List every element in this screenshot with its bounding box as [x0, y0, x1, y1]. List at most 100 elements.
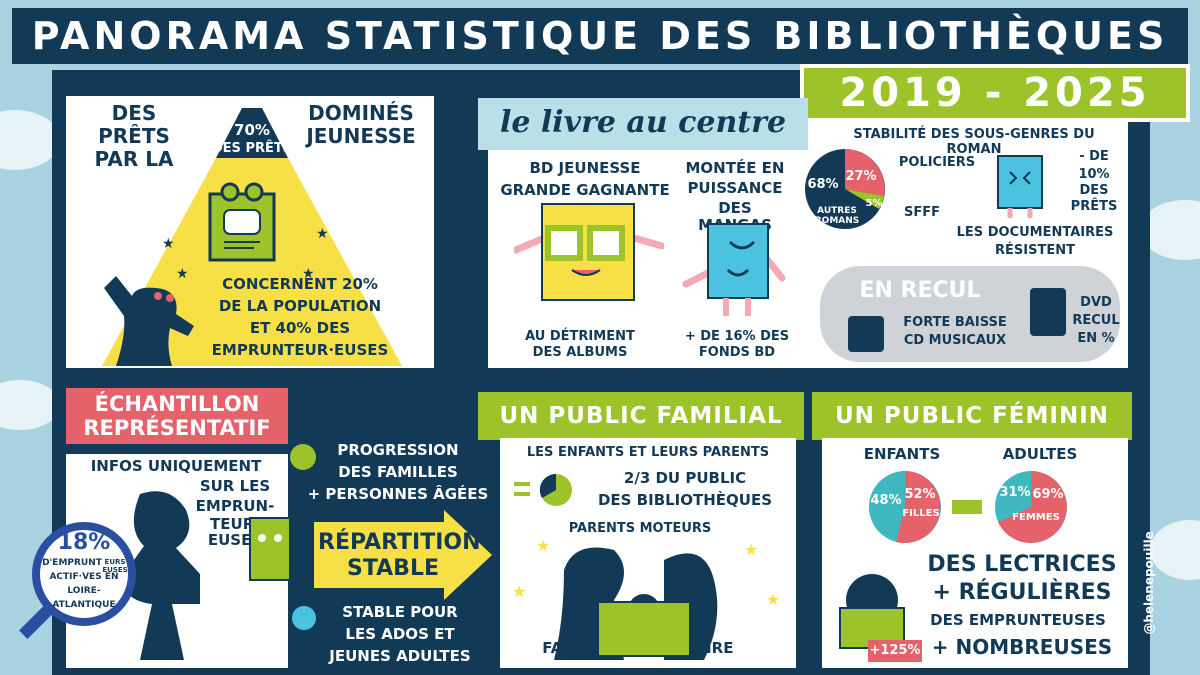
- badge-bg: [868, 640, 922, 662]
- doc-foot-2: RÉSISTENT: [995, 243, 1075, 258]
- person-with-book-icon: [123, 491, 290, 660]
- star-icon: ★: [162, 236, 175, 252]
- manga-foot-1: + DE 16% DES: [684, 329, 790, 344]
- progression-arrow-icon: [290, 444, 316, 470]
- roman-title: STABILITÉ DES SOUS-GENRES DU ROMAN: [853, 127, 1095, 157]
- arrow-right-green-icon: [952, 500, 982, 514]
- policiers-label: POLICIERS: [898, 155, 976, 170]
- roman-pct-sfff: 5%: [865, 198, 883, 209]
- credit: @helenepouille: [1142, 531, 1157, 635]
- loupe-line-3: LOIRE-: [67, 586, 101, 596]
- rep-2: STABLE: [347, 556, 439, 581]
- prog-3: + PERSONNES ÂGÉES: [307, 485, 489, 503]
- feminin-l4: + NOMBREUSES: [931, 635, 1113, 659]
- sfff-label: SFFF: [903, 205, 940, 220]
- bd-foot-1: AU DÉTRIMENT: [525, 329, 635, 344]
- dvd-icon: [1030, 288, 1066, 336]
- enf-g: 48%: [870, 493, 902, 508]
- documentary-book-icon: [997, 155, 1043, 218]
- cloud: [0, 380, 60, 430]
- badge-125: +125%: [869, 643, 921, 658]
- parents-moteurs: PARENTS MOTEURS: [568, 521, 712, 536]
- doc-text-1: - DE: [1079, 149, 1109, 164]
- loupe-line-4: ATLANTIQUE: [52, 600, 116, 610]
- echantillon-header: ÉCHANTILLON REPRÉSENTATIF: [66, 388, 288, 444]
- doc-foot-1: LES DOCUMENTAIRES: [956, 225, 1114, 240]
- prets-right-text: DOMINÉS JEUNESSE: [306, 101, 416, 148]
- enf-f: 52%: [904, 487, 936, 502]
- prets-line1: CONCERNENT 20%: [222, 275, 378, 293]
- roman-pct-autres: 68%: [807, 177, 839, 192]
- family-reading-icon: [554, 547, 718, 660]
- dvd-text-3: EN %: [1077, 331, 1115, 346]
- panel-prets: DES PRÊTS PAR LA DOMINÉS JEUNESSE 70% DE…: [66, 96, 434, 368]
- info-1: INFOS UNIQUEMENT: [90, 457, 262, 475]
- info-2: SUR LES: [199, 477, 271, 495]
- faire-label: FAIRE: [542, 639, 590, 657]
- roman-pie-chart: [805, 149, 885, 229]
- info-3: EMPRUN-: [195, 497, 275, 515]
- adultes-label: ADULTES: [1002, 445, 1078, 463]
- stable-2: LES ADOS ET: [345, 625, 455, 643]
- enf-f-label: FILLES: [902, 508, 940, 519]
- star-icon: ★: [536, 536, 551, 555]
- feminin-l2: + RÉGULIÈRES: [932, 580, 1112, 605]
- echantillon-title-1: ÉCHANTILLON: [94, 392, 260, 416]
- star-icon: ★: [512, 582, 527, 601]
- lire-label: LIRE: [696, 639, 734, 657]
- stable-1: STABLE POUR: [342, 603, 458, 621]
- adu-f: 69%: [1032, 487, 1064, 502]
- prog-1: PROGRESSION: [337, 441, 459, 459]
- star-icon: ★: [316, 226, 329, 242]
- loupe-line-1b: EURS EUSES: [102, 558, 128, 575]
- star-icon: ★: [766, 590, 781, 609]
- adu-f-label: FEMMES: [1012, 512, 1060, 523]
- manga-book-character-icon: [682, 223, 786, 316]
- loupe-line-1: D'EMPRUNT: [42, 558, 102, 568]
- bd-title-1: BD JEUNESSE: [529, 159, 641, 177]
- loupe-pct: 18%: [57, 530, 111, 555]
- livre-heading-bar: [478, 98, 808, 150]
- roman-autres-label: AUTRES ROMANS: [814, 206, 860, 227]
- cloud: [1150, 520, 1200, 580]
- dvd-text-2: RECUL: [1072, 313, 1120, 328]
- adultes-pie-chart: [995, 471, 1067, 543]
- year-range: 2019 - 2025: [800, 64, 1190, 122]
- bd-foot-2: DES ALBUMS: [532, 345, 628, 360]
- prets-line4: EMPRUNTEUR·EUSES: [211, 341, 389, 359]
- rep-1: RÉPARTITION: [318, 530, 481, 555]
- arrow-right-icon: [314, 510, 492, 600]
- prets-pct-label: DES PRÊTS: [211, 141, 293, 156]
- spotlight-beam: [102, 108, 402, 366]
- book-icon: [208, 182, 276, 262]
- cloud: [0, 110, 60, 170]
- bd-book-character-icon: [514, 203, 664, 301]
- prets-line2: DE LA POPULATION: [218, 297, 382, 315]
- info-5: EUSES: [207, 531, 263, 549]
- cd-sad-icon: [848, 316, 884, 352]
- prog-2: DES FAMILLES: [338, 463, 458, 481]
- enfants-label: ENFANTS: [863, 445, 941, 463]
- adu-h: 31%: [999, 485, 1031, 500]
- star-icon: ★: [176, 266, 189, 282]
- doc-text-4: PRÊTS: [1070, 199, 1118, 214]
- dvd-text-1: DVD: [1080, 295, 1112, 310]
- enfants-pie-chart: [869, 471, 941, 543]
- cd-text-2: CD MUSICAUX: [903, 333, 1007, 348]
- stable-3: JEUNES ADULTES: [329, 647, 471, 665]
- livre-heading: le livre au centre: [499, 105, 787, 140]
- girl-reading-icon: [839, 574, 905, 649]
- magnifier-icon: [32, 522, 136, 626]
- bd-title-2: GRANDE GAGNANTE: [500, 181, 670, 199]
- doc-text-2: 10%: [1078, 167, 1110, 182]
- roman-pct-policiers: 27%: [845, 169, 877, 184]
- prets-left-text: DES PRÊTS PAR LA: [94, 101, 174, 171]
- familial-frac-1: 2/3 DU PUBLIC: [623, 469, 747, 487]
- cd-text-1: FORTE BAISSE: [903, 315, 1007, 330]
- familial-frac-2: DES BIBLIOTHÈQUES: [597, 491, 773, 509]
- recul-title: EN RECUL: [859, 278, 981, 303]
- feminin-l3: DES EMPRUNTEUSES: [930, 611, 1106, 629]
- loupe-line-2: ACTIF·VES EN: [49, 572, 119, 582]
- prets-pct: 70%: [234, 121, 270, 139]
- echantillon-title-2: REPRÉSENTATIF: [83, 416, 271, 441]
